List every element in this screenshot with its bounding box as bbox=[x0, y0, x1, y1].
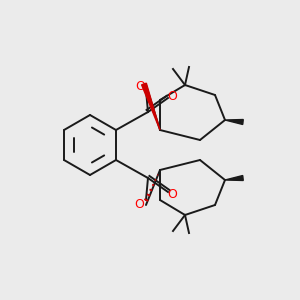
Polygon shape bbox=[142, 83, 160, 130]
Polygon shape bbox=[225, 176, 243, 181]
Text: O: O bbox=[134, 197, 144, 211]
Text: O: O bbox=[167, 89, 177, 103]
Polygon shape bbox=[225, 119, 243, 124]
Text: O: O bbox=[167, 188, 177, 200]
Text: O: O bbox=[135, 80, 145, 92]
